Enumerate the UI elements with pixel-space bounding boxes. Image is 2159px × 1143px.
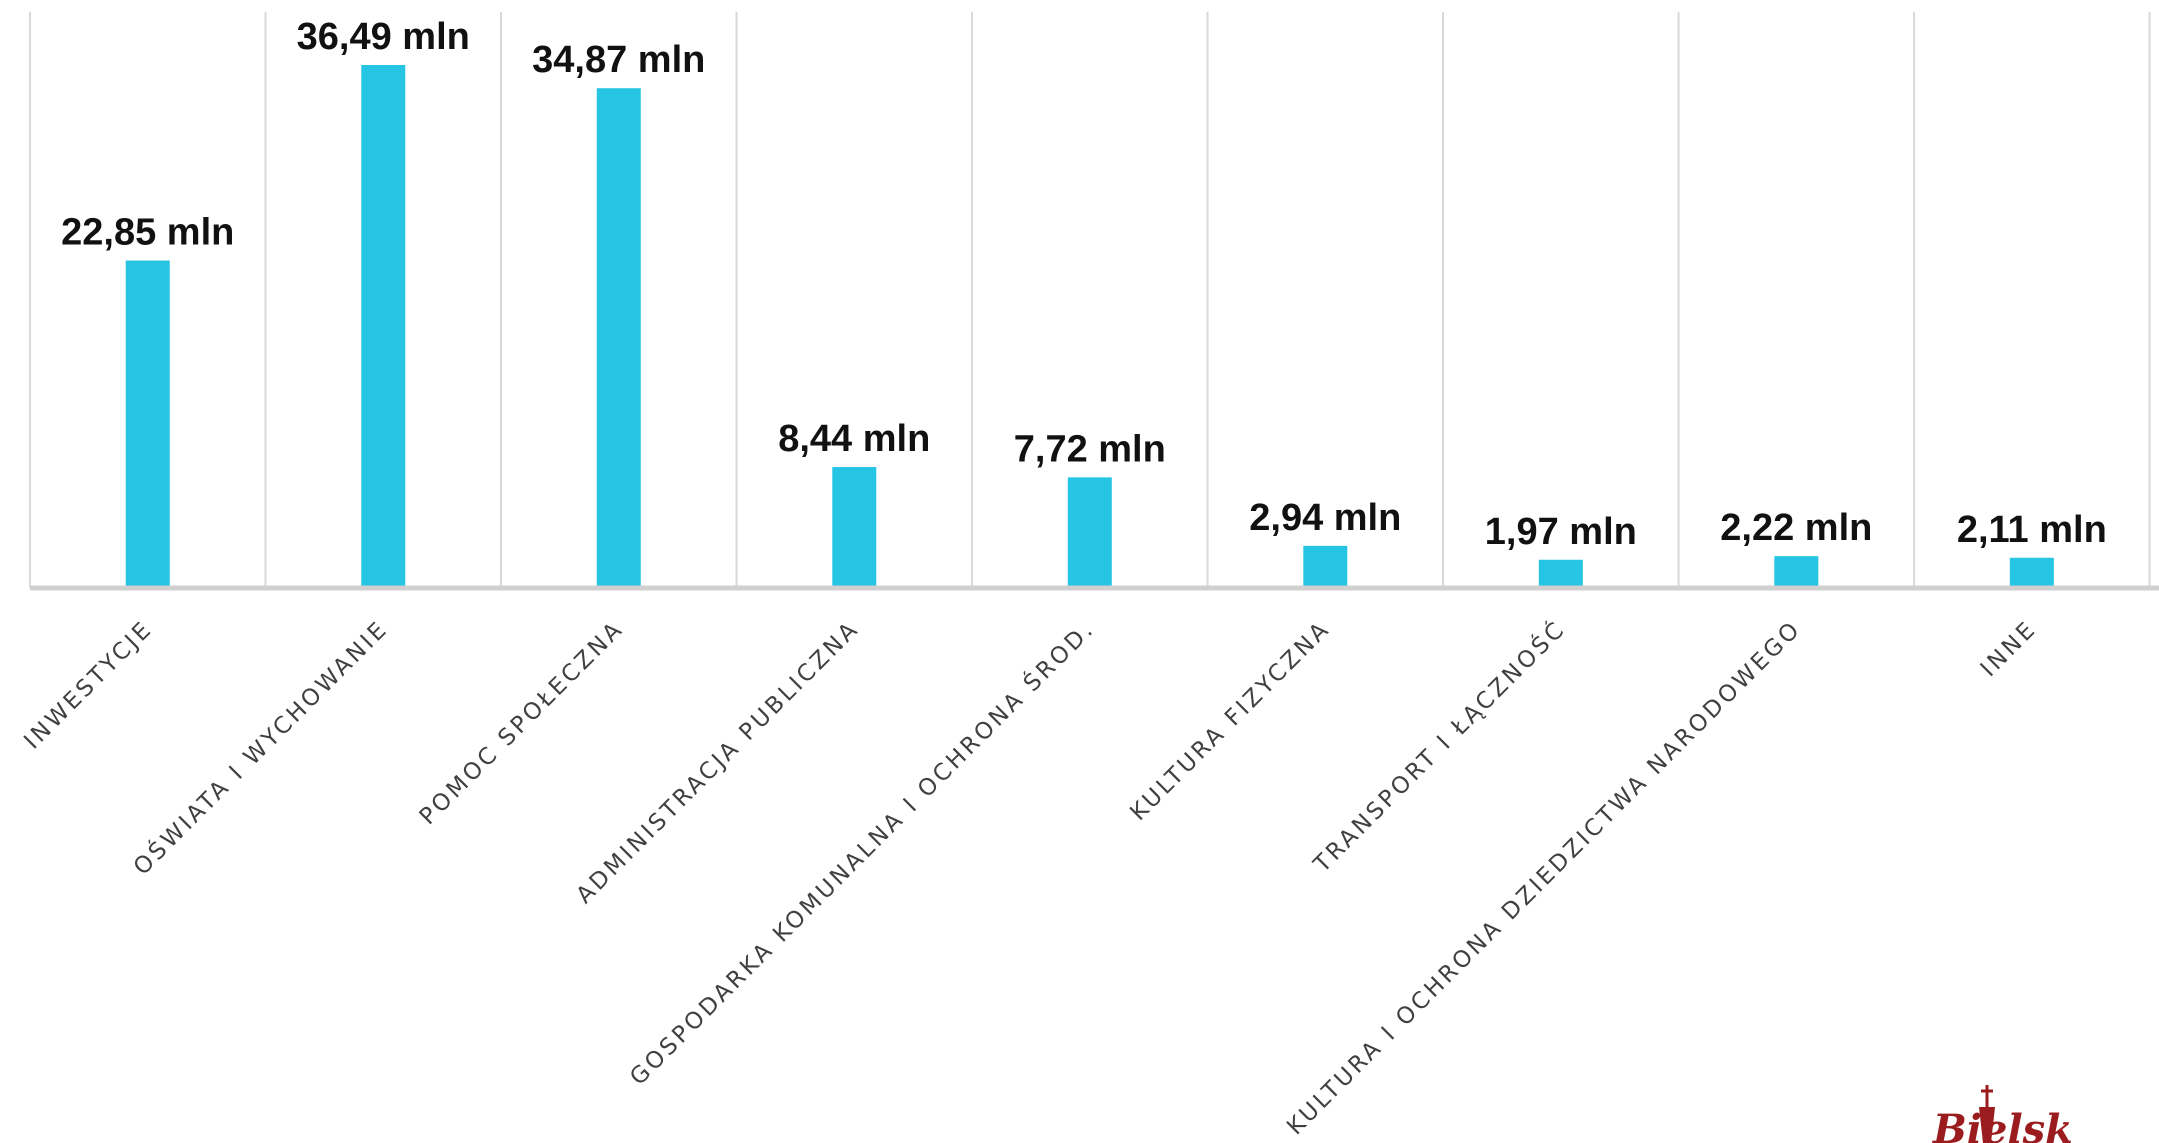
category-label: INWESTYCJE: [19, 616, 158, 755]
bars-group: [125, 65, 2054, 588]
category-label: GOSPODARKA KOMUNALNA I OCHRONA ŚROD.: [624, 614, 1100, 1090]
category-label: TRANSPORT I ŁĄCZNOŚĆ: [1307, 614, 1571, 878]
bielsk-logo: Bielsk: [1932, 1085, 2073, 1143]
bar: [361, 65, 406, 588]
category-label: INNE: [1976, 616, 2042, 682]
data-label: 1,97 mln: [1485, 511, 1637, 553]
bar: [832, 467, 877, 588]
bar: [1067, 477, 1112, 588]
data-label: 8,44 mln: [778, 418, 930, 460]
category-label: ADMINISTRACJA PUBLICZNA: [571, 616, 864, 909]
bar: [125, 260, 170, 588]
church-tower-icon: [1979, 1085, 1995, 1143]
bar: [596, 88, 641, 588]
data-label: 36,49 mln: [297, 16, 470, 58]
category-label: KULTURA I OCHRONA DZIEDZICTWA NARODOWEGO: [1282, 616, 1806, 1140]
bar: [1538, 559, 1583, 588]
category-label: OŚWIATA I WYCHOWANIE: [127, 614, 393, 880]
value-labels-group: 22,85 mln 36,49 mln 34,87 mln 8,44 mln 7,72 …: [61, 16, 2107, 553]
category-label: KULTURA FIZYCZNA: [1125, 616, 1335, 826]
bar: [1303, 545, 1348, 588]
bar: [2009, 557, 2054, 588]
data-label: 2,11 mln: [1957, 509, 2107, 551]
logo-text: Bielsk: [1932, 1106, 2073, 1143]
data-label: 22,85 mln: [61, 211, 234, 253]
data-label: 34,87 mln: [532, 39, 705, 81]
grid-lines: [29, 12, 2151, 588]
data-label: 7,72 mln: [1014, 428, 1166, 470]
bar: [1774, 556, 1819, 588]
data-label: 2,22 mln: [1720, 507, 1872, 549]
category-label: POMOC SPOŁECZNA: [415, 616, 629, 830]
data-label: 2,94 mln: [1249, 497, 1401, 539]
